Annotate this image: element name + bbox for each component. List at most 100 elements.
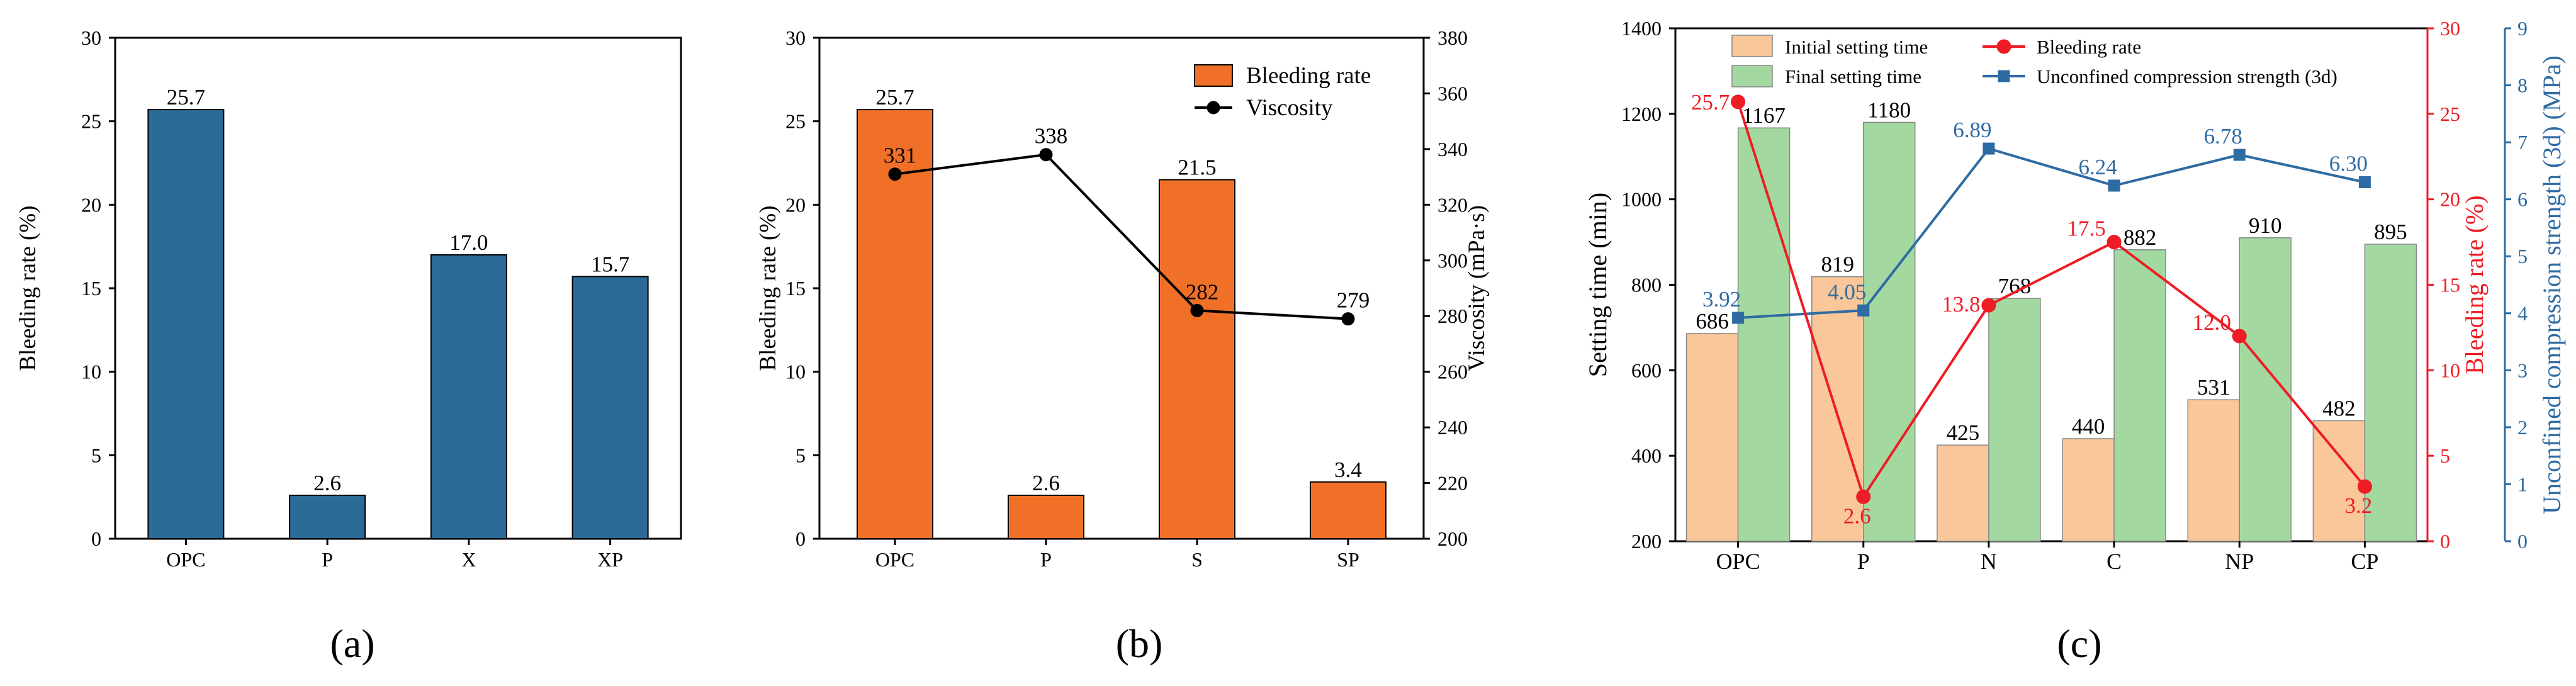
viscosity-point: [1190, 303, 1204, 317]
bar-opc: [147, 109, 225, 540]
y3-tick-label: 0: [2517, 530, 2528, 553]
legend-label-bleeding-rate: Bleeding rate: [1246, 63, 1371, 89]
bar-value-label: 21.5: [1178, 155, 1216, 180]
x-tick-label: P: [1857, 549, 1870, 574]
bar-final-c: [2113, 249, 2166, 542]
legend-marker-bleeding: [1996, 39, 2011, 54]
y-tick-label: 1000: [1621, 188, 1662, 211]
bleeding-value-label: 2.6: [1843, 503, 1871, 528]
strength-point: [2108, 179, 2120, 192]
x-tick-label: N: [1981, 549, 1997, 574]
bar-value-label: 3.4: [1334, 458, 1362, 482]
final-value-label: 1167: [1742, 103, 1786, 128]
y-tick-label: 1200: [1621, 103, 1662, 125]
y-tick-label: 10: [785, 361, 806, 383]
legend-swatch-final: [1731, 65, 1773, 87]
bar-x: [430, 254, 507, 539]
x-tick-label: C: [2106, 549, 2122, 574]
panel-label: (c): [2057, 621, 2101, 666]
y-tick-label: 0: [91, 527, 101, 550]
strength-value-label: 6.24: [2078, 155, 2117, 179]
y2-tick-label: 15: [2440, 274, 2460, 296]
bar-initial-n: [1937, 444, 1989, 542]
y-axis-label: Bleeding rate (%): [15, 206, 41, 371]
bleeding-line: [1736, 101, 2366, 500]
bar-initial-opc: [1685, 333, 1739, 542]
x-tick-label: OPC: [1716, 549, 1760, 574]
panel-label: (b): [1116, 621, 1163, 666]
y-tick-label: 0: [796, 527, 806, 550]
y-tick-label: 800: [1631, 274, 1662, 296]
viscosity-value-label: 279: [1337, 288, 1370, 313]
bar-value-label: 15.7: [591, 252, 629, 276]
y2-tick-label: 5: [2440, 444, 2450, 467]
chart-panel-b: 0 5 10 15 20 25 30 200 220 240 260 280 300 320 340 360 3…: [755, 26, 1490, 666]
y-tick-label: 30: [81, 26, 101, 49]
y-tick-label: 5: [91, 444, 101, 466]
y3-tick-label: 4: [2517, 302, 2528, 325]
y2-tick-label: 360: [1437, 82, 1468, 104]
y2-tick-label: 0: [2440, 530, 2450, 553]
bleeding-value-label: 12.0: [2193, 310, 2231, 335]
initial-value-label: 482: [2322, 396, 2356, 420]
bar-final-opc: [1737, 127, 1791, 542]
bar-final-p: [1863, 121, 1916, 542]
x-tick-label: SP: [1337, 548, 1359, 571]
y-tick-label: 25: [81, 110, 101, 133]
y3-tick-label: 2: [2517, 416, 2528, 439]
y3-axis-label: Unconfined compression strength (3d) (MP…: [2538, 55, 2566, 514]
y-tick-label: 25: [785, 110, 806, 133]
y2-tick-label: 10: [2440, 359, 2460, 381]
legend-label-final: Final setting time: [1785, 65, 1921, 87]
bar-sp: [1310, 481, 1386, 540]
y-tick-label: 15: [785, 277, 806, 300]
bar-final-n: [1988, 298, 2041, 542]
y2-tick-label: 30: [2440, 17, 2460, 40]
y3-tick-label: 8: [2517, 74, 2528, 97]
y2-axis-label: Bleeding rate (%): [2460, 195, 2489, 374]
y-axis-label: Setting time (min): [1583, 193, 1612, 377]
y2-tick-label: 380: [1437, 26, 1468, 49]
y2-tick-label: 340: [1437, 138, 1468, 160]
bar-initial-c: [2062, 438, 2115, 542]
y3-tick-label: 1: [2517, 473, 2528, 495]
strength-point: [1857, 304, 1870, 317]
strength-value-label: 3.92: [1702, 287, 1741, 312]
y2-tick-label: 280: [1437, 305, 1468, 327]
bar-value-label: 25.7: [875, 85, 914, 110]
y-tick-label: 20: [785, 193, 806, 216]
bar-p: [289, 495, 366, 539]
initial-value-label: 686: [1696, 309, 1729, 334]
y3-tick-label: 3: [2517, 359, 2528, 381]
strength-point: [1732, 312, 1745, 324]
bleeding-point: [2357, 479, 2372, 494]
strength-value-label: 6.30: [2329, 152, 2368, 176]
bar-initial-p: [1811, 276, 1864, 542]
bar-initial-cp: [2312, 420, 2366, 542]
x-tick-label: P: [322, 548, 333, 571]
legend-label-initial: Initial setting time: [1785, 36, 1928, 58]
bar-p: [1008, 495, 1084, 539]
bleeding-point: [2106, 235, 2122, 250]
final-value-label: 910: [2249, 213, 2282, 238]
y-tick-label: 30: [785, 26, 806, 49]
x-tick-label: OPC: [875, 548, 914, 571]
y3-tick-label: 6: [2517, 188, 2528, 211]
initial-value-label: 531: [2197, 375, 2230, 400]
legend-swatch-initial: [1731, 35, 1773, 57]
bar-value-label: 17.0: [449, 230, 488, 255]
y2-axis-label: Viscosity (mPa·s): [1464, 205, 1490, 371]
x-tick-label: XP: [597, 548, 623, 571]
x-tick-label: NP: [2225, 549, 2254, 574]
initial-value-label: 440: [2072, 414, 2105, 439]
x-tick-label: CP: [2351, 549, 2378, 574]
bar-xp: [571, 276, 649, 539]
y2-tick-label: 200: [1437, 527, 1468, 550]
viscosity-point: [1039, 148, 1053, 162]
viscosity-value-label: 338: [1035, 124, 1068, 149]
y2-tick-label: 25: [2440, 103, 2460, 125]
legend-label-viscosity: Viscosity: [1246, 95, 1333, 121]
y2-tick-label: 300: [1437, 249, 1468, 272]
y-tick-label: 400: [1631, 444, 1662, 467]
legend-marker-strength: [1998, 70, 2010, 82]
